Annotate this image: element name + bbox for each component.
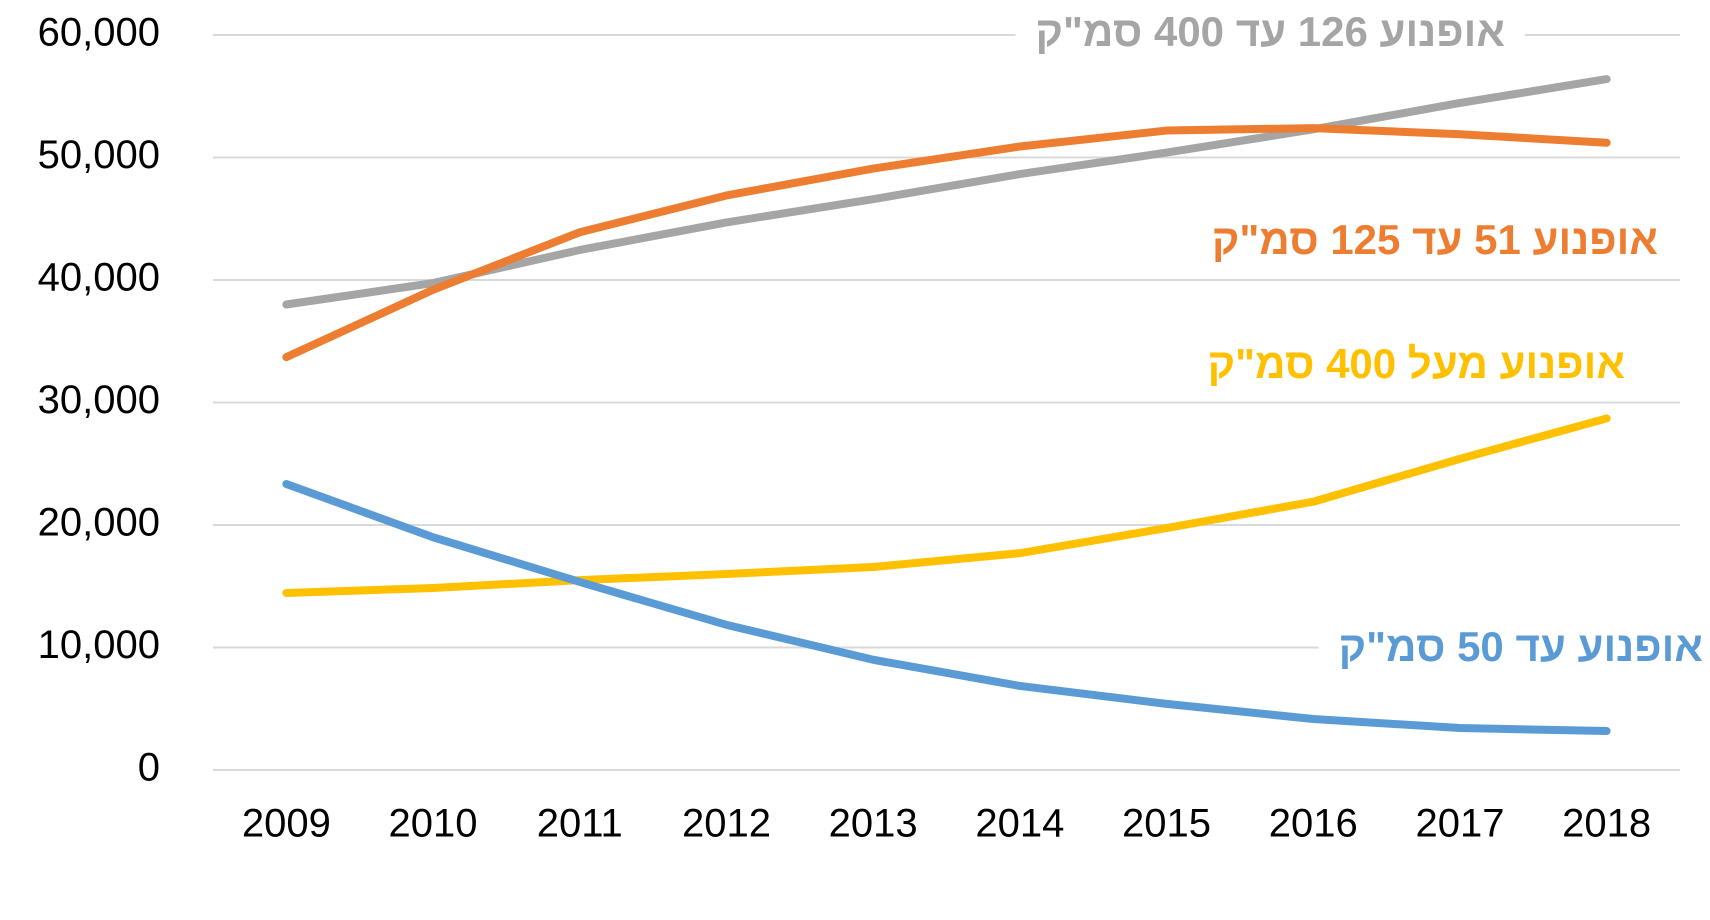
y-tick-label: 30,000 bbox=[38, 378, 160, 422]
label-background bbox=[1187, 340, 1645, 388]
series-line bbox=[282, 414, 1611, 597]
x-tick-label: 2013 bbox=[829, 802, 918, 846]
series-label: אופנוע 51 עד 125 סמ"ק bbox=[1212, 216, 1658, 263]
series-label: אופנוע מעל 400 סמ"ק bbox=[1208, 340, 1625, 387]
series-label: אופנוע עד 50 סמ"ק bbox=[1339, 623, 1703, 670]
label-background bbox=[1191, 216, 1678, 264]
series-line bbox=[282, 75, 1611, 309]
x-tick-label: 2011 bbox=[537, 802, 623, 846]
series-line bbox=[282, 479, 1611, 736]
x-tick-label: 2017 bbox=[1415, 802, 1504, 846]
x-tick-label: 2010 bbox=[389, 802, 478, 846]
y-tick-label: 20,000 bbox=[38, 501, 160, 545]
y-tick-label: 40,000 bbox=[38, 256, 160, 300]
y-tick-label: 50,000 bbox=[38, 133, 160, 177]
x-tick-label: 2015 bbox=[1122, 802, 1211, 846]
y-tick-label: 10,000 bbox=[38, 623, 160, 667]
x-tick-label: 2009 bbox=[242, 802, 331, 846]
y-tick-label: 0 bbox=[138, 746, 160, 790]
label-background bbox=[1015, 8, 1525, 56]
x-tick-label: 2016 bbox=[1269, 802, 1358, 846]
x-tick-label: 2018 bbox=[1562, 802, 1651, 846]
series-label: אופנוע 126 עד 400 סמ"ק bbox=[1036, 8, 1505, 55]
series-line bbox=[282, 124, 1611, 362]
y-tick-label: 60,000 bbox=[38, 11, 160, 55]
label-background bbox=[1318, 623, 1710, 671]
x-tick-label: 2012 bbox=[682, 802, 771, 846]
x-tick-label: 2014 bbox=[975, 802, 1064, 846]
